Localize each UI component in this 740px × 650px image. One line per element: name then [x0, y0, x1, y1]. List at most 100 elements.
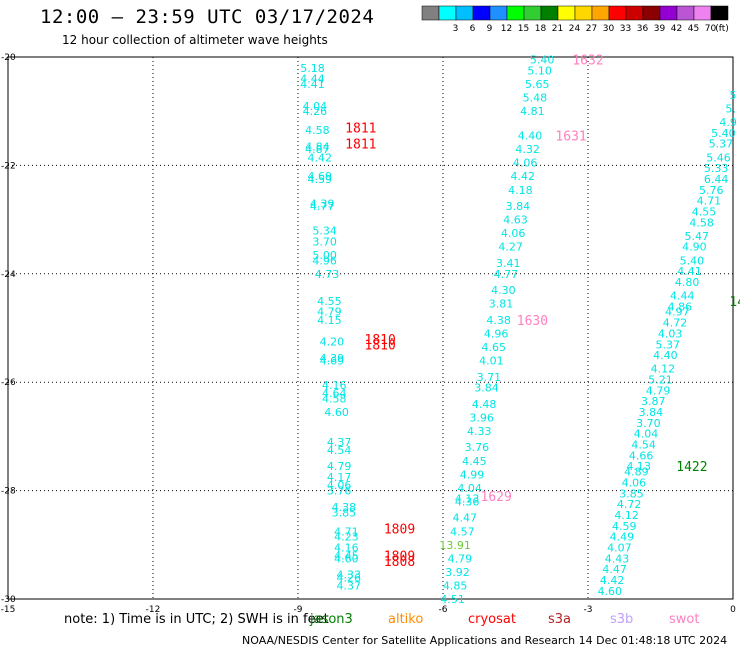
- pass-time-label: 1810: [365, 333, 396, 348]
- swh-value: 4.64: [322, 387, 347, 400]
- swh-value: 4.71: [334, 525, 359, 538]
- x-tick-label: 0: [730, 605, 736, 615]
- legend-swatch: [591, 5, 610, 21]
- swh-value: 4.97: [665, 306, 690, 319]
- pass-time-label: 1810: [365, 338, 396, 353]
- legend-swatch: [642, 5, 661, 21]
- swh-value: 3.81: [489, 298, 514, 311]
- swh-value: 4.42: [308, 151, 333, 164]
- swh-value: 4.57: [450, 525, 475, 538]
- swh-value: 4.20: [320, 336, 345, 349]
- swh-value: 3.85: [619, 487, 644, 500]
- legend-label: 6: [470, 24, 476, 34]
- legend-label: 21: [552, 24, 563, 34]
- legend-swatch: [676, 5, 695, 21]
- y-tick-label: -22: [1, 161, 16, 171]
- swh-value: 4.45: [334, 550, 359, 563]
- pass-time-label: 1808: [384, 555, 415, 570]
- swh-value: 4.26: [303, 105, 328, 118]
- legend-label: 27: [586, 24, 597, 34]
- swh-value: 3.96: [469, 411, 494, 424]
- swh-value: 4.58: [305, 124, 330, 137]
- swh-value: 13.91: [439, 539, 471, 552]
- swh-value: 3.85: [332, 506, 357, 519]
- pass-time-label: 1630: [517, 314, 548, 329]
- swh-value: 4.86: [668, 300, 693, 313]
- y-tick-label: -30: [1, 595, 16, 605]
- legend-label: 70: [705, 24, 717, 34]
- swh-value: 3.70: [636, 417, 661, 430]
- legend-label: 24: [569, 24, 581, 34]
- swh-value: 4.60: [334, 552, 359, 565]
- swh-value: 4.71: [697, 195, 722, 208]
- swh-value: 4.30: [491, 284, 516, 297]
- swh-value: 4.77: [494, 268, 519, 281]
- legend-label: 15: [518, 24, 529, 34]
- swh-value: 4.42: [511, 170, 536, 183]
- swh-value: 4.07: [607, 542, 632, 555]
- legend-label: 18: [535, 24, 547, 34]
- swh-value: 5.33: [704, 162, 729, 175]
- legend-swatch: [625, 5, 644, 21]
- mission-swot: swot: [669, 612, 700, 627]
- swh-value: 4.38: [486, 314, 511, 327]
- swh-value: 3.84: [639, 406, 664, 419]
- swh-value: 3.84: [506, 200, 531, 213]
- legend-unit: (ft): [715, 24, 729, 34]
- swh-value: 4.89: [624, 466, 649, 479]
- swh-value: 4.54: [631, 439, 656, 452]
- swh-value: 4.59: [612, 520, 637, 533]
- swh-value: 4.01: [479, 355, 504, 368]
- swh-value: 4.36: [455, 495, 480, 508]
- swh-value: 3.76: [465, 441, 490, 454]
- swh-value: 4.66: [629, 449, 654, 462]
- swh-value: 4.63: [503, 214, 528, 227]
- swh-value: 5.40: [711, 127, 736, 140]
- chart-subtitle: 12 hour collection of altimeter wave hei…: [62, 33, 328, 47]
- swh-value: 5.46: [706, 151, 731, 164]
- swh-value: 4.26: [337, 571, 362, 584]
- pass-time-label: 1422: [676, 460, 707, 475]
- mission-s3a: s3a: [548, 612, 572, 627]
- swh-value: 4.44: [670, 289, 695, 302]
- legend-swatch: [421, 5, 440, 21]
- swh-value: 5.18: [300, 62, 325, 75]
- pass-time-label: 1811: [345, 121, 376, 136]
- swh-value: 4.48: [472, 398, 497, 411]
- swh-value: 4.69: [308, 170, 333, 183]
- swh-value: 4.90: [682, 241, 707, 254]
- swh-value: 4.13: [455, 493, 480, 506]
- swh-value: 5.48: [523, 92, 548, 105]
- swh-value: 4.06: [501, 227, 526, 240]
- swh-value: 5.10: [527, 65, 552, 78]
- swh-value: 4.45: [462, 455, 487, 468]
- swh-value: 4.43: [605, 552, 630, 565]
- swh-value: 4.60: [598, 585, 623, 598]
- x-tick-label: -15: [1, 605, 16, 615]
- legend-swatch: [472, 5, 491, 21]
- y-tick-label: -26: [1, 378, 16, 388]
- swh-value: 4.72: [663, 317, 688, 330]
- x-tick-label: -6: [439, 605, 448, 615]
- swh-value: 4.16: [322, 379, 347, 392]
- swh-value: 4.17: [327, 471, 352, 484]
- mission-jason3: jason3: [310, 612, 353, 627]
- swh-value: 4.39: [310, 197, 335, 210]
- y-tick-label: -20: [1, 53, 16, 63]
- swh-value: 4.04: [303, 100, 328, 113]
- swh-value: 4.51: [440, 593, 465, 606]
- swh-value: 4.06: [513, 157, 538, 170]
- swh-value: 4.60: [324, 406, 349, 419]
- legend-swatch: [438, 5, 457, 21]
- swh-value: 4.69: [320, 355, 345, 368]
- swh-value: 4.04: [634, 428, 659, 441]
- swh-value: 4.9: [719, 116, 737, 129]
- swh-value: 3.84: [474, 382, 499, 395]
- swh-value: 4.79: [327, 460, 352, 473]
- swh-value: 4.37: [327, 436, 352, 449]
- x-tick-label: -3: [584, 605, 593, 615]
- legend-label: 12: [501, 24, 512, 34]
- swh-value: 4.58: [322, 392, 347, 405]
- swh-value: 6.44: [704, 173, 729, 186]
- y-tick-label: -24: [1, 270, 16, 280]
